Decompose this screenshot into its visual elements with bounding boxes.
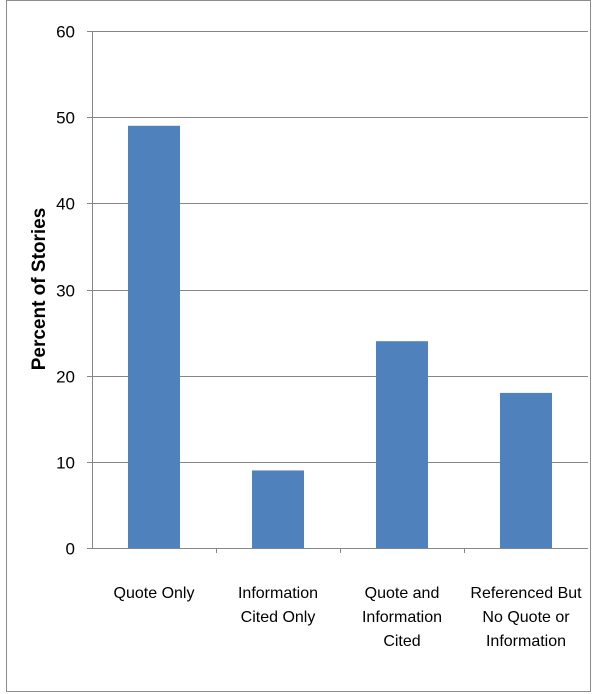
y-tick-label: 20 bbox=[56, 368, 75, 387]
x-category-labels: Quote Only Information Cited Only Quote and… bbox=[114, 585, 583, 650]
y-tick-label: 40 bbox=[56, 195, 75, 214]
x-category-label: Referenced But No Quote or Information bbox=[470, 585, 582, 650]
y-tick-label: 60 bbox=[56, 23, 75, 42]
x-category-label: Information Cited Only bbox=[238, 585, 318, 626]
chart-frame bbox=[6, 0, 591, 692]
x-category-label: Quote Only bbox=[114, 585, 195, 602]
y-tick-label: 10 bbox=[56, 454, 75, 473]
bar bbox=[500, 392, 552, 548]
x-category-label: Quote and Information Cited bbox=[362, 585, 442, 650]
y-tick-label: 50 bbox=[56, 109, 75, 128]
bars bbox=[128, 125, 552, 549]
bar bbox=[128, 125, 180, 549]
y-tick-labels: 0 10 20 30 40 50 60 bbox=[56, 23, 75, 559]
axes bbox=[87, 31, 588, 553]
y-tick-label: 30 bbox=[56, 282, 75, 301]
bar bbox=[252, 470, 304, 548]
y-axis-title: Percent of Stories bbox=[29, 208, 50, 371]
y-tick-label: 0 bbox=[66, 540, 75, 559]
bar bbox=[376, 341, 428, 548]
